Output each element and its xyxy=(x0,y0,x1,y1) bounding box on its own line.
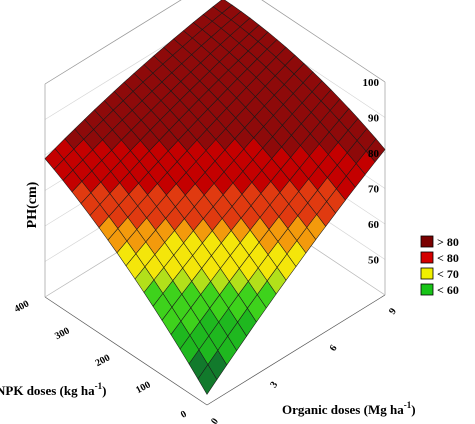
legend-swatch xyxy=(420,251,434,264)
legend-swatch xyxy=(420,235,434,248)
y-tick-label: 3 xyxy=(268,380,280,390)
x-tick-label: 100 xyxy=(134,379,152,396)
y-tick-label: 6 xyxy=(328,343,340,353)
box-edge xyxy=(206,294,386,406)
x-tick-label: 400 xyxy=(13,298,31,315)
box-edge xyxy=(44,296,208,406)
z-tick-label: 60 xyxy=(368,219,380,231)
z-tick-label: 50 xyxy=(368,255,380,267)
y-tick-label: 9 xyxy=(387,306,399,316)
legend-label: < 80 xyxy=(437,251,459,265)
z-tick-label: 80 xyxy=(368,148,380,160)
x-tick-label: 200 xyxy=(94,352,112,369)
z-tick-label: 100 xyxy=(363,77,380,89)
legend-label: < 60 xyxy=(437,283,459,297)
y-tick-label: 0 xyxy=(209,416,221,424)
response-surface xyxy=(44,0,386,395)
box-edge xyxy=(261,0,386,83)
x-axis-title: NPK doses (kg ha-1) xyxy=(0,381,106,398)
x-tick-label: 0 xyxy=(179,409,189,421)
y-axis-title: Organic doses (Mg ha-1) xyxy=(282,400,416,417)
x-tick-label: 300 xyxy=(53,325,71,342)
legend: > 80 < 80 < 70 < 60 xyxy=(420,235,459,297)
legend-swatch xyxy=(420,267,434,280)
legend-swatch xyxy=(420,283,434,296)
box-edge xyxy=(44,0,182,85)
z-tick-label: 90 xyxy=(368,113,380,125)
legend-label: < 70 xyxy=(437,267,459,281)
legend-label: > 80 xyxy=(437,235,459,249)
z-tick-label: 70 xyxy=(368,184,380,196)
z-axis-title: PH(cm) xyxy=(25,181,40,228)
surface-cell xyxy=(197,364,218,395)
